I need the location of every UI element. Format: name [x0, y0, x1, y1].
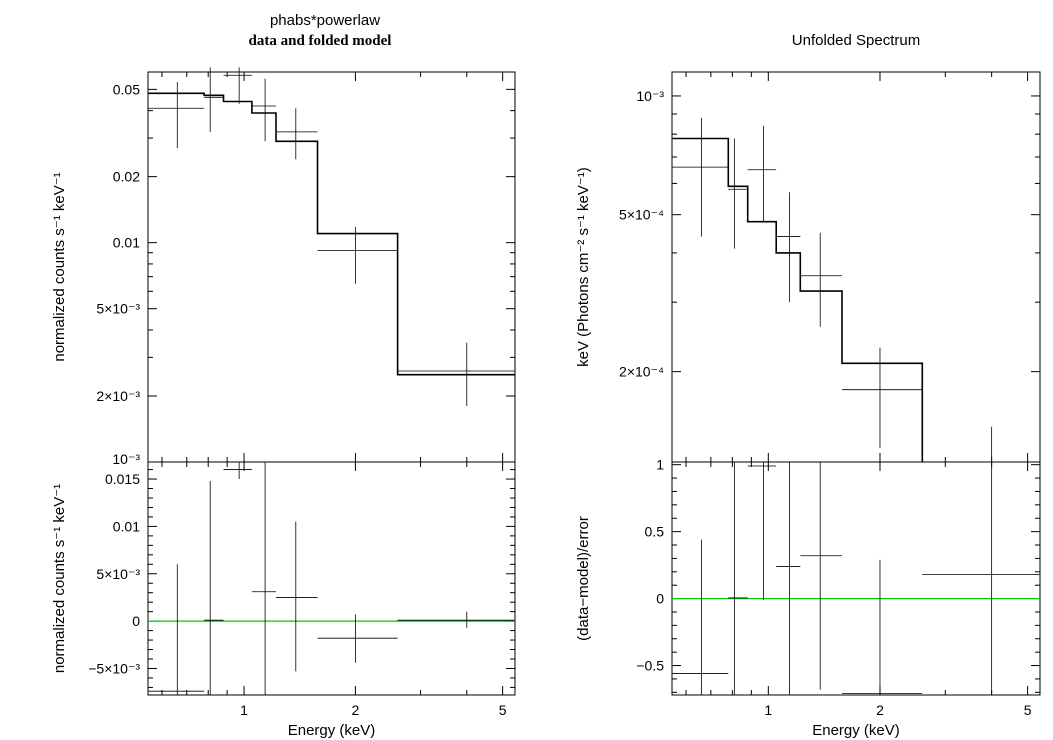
data-point — [148, 82, 205, 149]
data-point — [397, 342, 515, 407]
y-tick-label: 5×10⁻³ — [96, 566, 140, 582]
x-axis-label: Energy (keV) — [812, 722, 900, 739]
data-point — [276, 521, 318, 672]
model-step-line — [672, 137, 924, 462]
y-axis-label: keV (Photons cm⁻² s⁻¹ keV⁻¹) — [575, 167, 592, 367]
data-point — [251, 462, 277, 695]
y-tick-label: 10⁻³ — [112, 451, 140, 467]
data-point — [728, 462, 748, 695]
y-tick-label: 0.01 — [113, 235, 140, 251]
data-point — [922, 462, 1040, 695]
panel-right-top: 10⁻³ 5×10⁻⁴ 2×10⁻⁴ Unfolded Spectrum keV (Ph… — [575, 32, 1041, 463]
data-point — [204, 67, 224, 132]
y-tick-label: 2×10⁻³ — [96, 388, 140, 404]
y-tick-label: 0.02 — [113, 169, 140, 185]
y-tick-label: 0 — [132, 613, 140, 629]
data-point — [776, 192, 801, 303]
y-tick-label: 2×10⁻⁴ — [619, 364, 664, 380]
panel-right-bottom: 1 0.5 0 −0.5 1 2 5 Energy (keV) (data−model)/err… — [575, 457, 1041, 739]
x-tick-label: 5 — [1024, 702, 1032, 718]
chart-title: phabs*powerlaw — [270, 12, 380, 29]
data-point — [204, 480, 224, 695]
y-tick-label: 0.015 — [105, 471, 140, 487]
data-point — [397, 611, 515, 628]
y-tick-label: 0.01 — [113, 518, 140, 534]
plot-frame — [147, 461, 516, 696]
data-point — [317, 614, 398, 663]
panel-left-bottom: 0.015 0.01 5×10⁻³ 0 −5×10⁻³ 1 2 5 Energy (keV) no… — [51, 461, 516, 739]
data-point — [842, 347, 923, 449]
data-point — [223, 462, 252, 480]
plot-frame — [147, 71, 516, 463]
y-axis-label: (data−model)/error — [575, 516, 592, 641]
y-axis-label: normalized counts s⁻¹ keV⁻¹ — [51, 484, 68, 673]
y-tick-label: −0.5 — [636, 658, 664, 674]
data-point — [251, 78, 277, 142]
y-tick-label: −5×10⁻³ — [88, 660, 140, 676]
data-point — [922, 426, 1040, 463]
x-axis-label: Energy (keV) — [288, 722, 376, 739]
plot-frame — [671, 71, 1041, 463]
y-tick-label: 5×10⁻³ — [96, 301, 140, 317]
x-tick-label: 1 — [764, 702, 772, 718]
data-point — [842, 559, 923, 695]
data-point — [276, 108, 318, 160]
chart-subtitle: data and folded model — [249, 33, 392, 49]
chart-title: Unfolded Spectrum — [792, 32, 920, 49]
data-point — [747, 125, 777, 222]
y-tick-label: 0.05 — [113, 81, 140, 97]
y-tick-label: 5×10⁻⁴ — [619, 207, 664, 223]
y-tick-label: 10⁻³ — [636, 88, 664, 104]
panel-left-top: 0.05 0.02 0.01 5×10⁻³ 2×10⁻³ 10⁻³ phabs*powerl… — [51, 12, 516, 467]
x-tick-label: 1 — [240, 702, 248, 718]
data-point — [672, 117, 729, 237]
data-point — [747, 462, 777, 600]
plot-frame — [671, 461, 1041, 696]
x-tick-label: 2 — [352, 702, 360, 718]
y-tick-label: 0 — [656, 591, 664, 607]
y-tick-label: 1 — [656, 457, 664, 473]
data-point — [800, 462, 843, 690]
data-point — [317, 226, 398, 284]
data-point — [728, 138, 748, 249]
y-tick-label: 0.5 — [645, 524, 665, 540]
data-point — [800, 232, 843, 327]
x-tick-label: 2 — [876, 702, 884, 718]
y-axis-label: normalized counts s⁻¹ keV⁻¹ — [51, 172, 68, 361]
data-point — [223, 67, 252, 104]
data-point — [672, 539, 729, 695]
x-tick-label: 5 — [499, 702, 507, 718]
data-point — [776, 462, 801, 695]
model-step-line — [148, 92, 515, 376]
data-point — [148, 564, 205, 695]
